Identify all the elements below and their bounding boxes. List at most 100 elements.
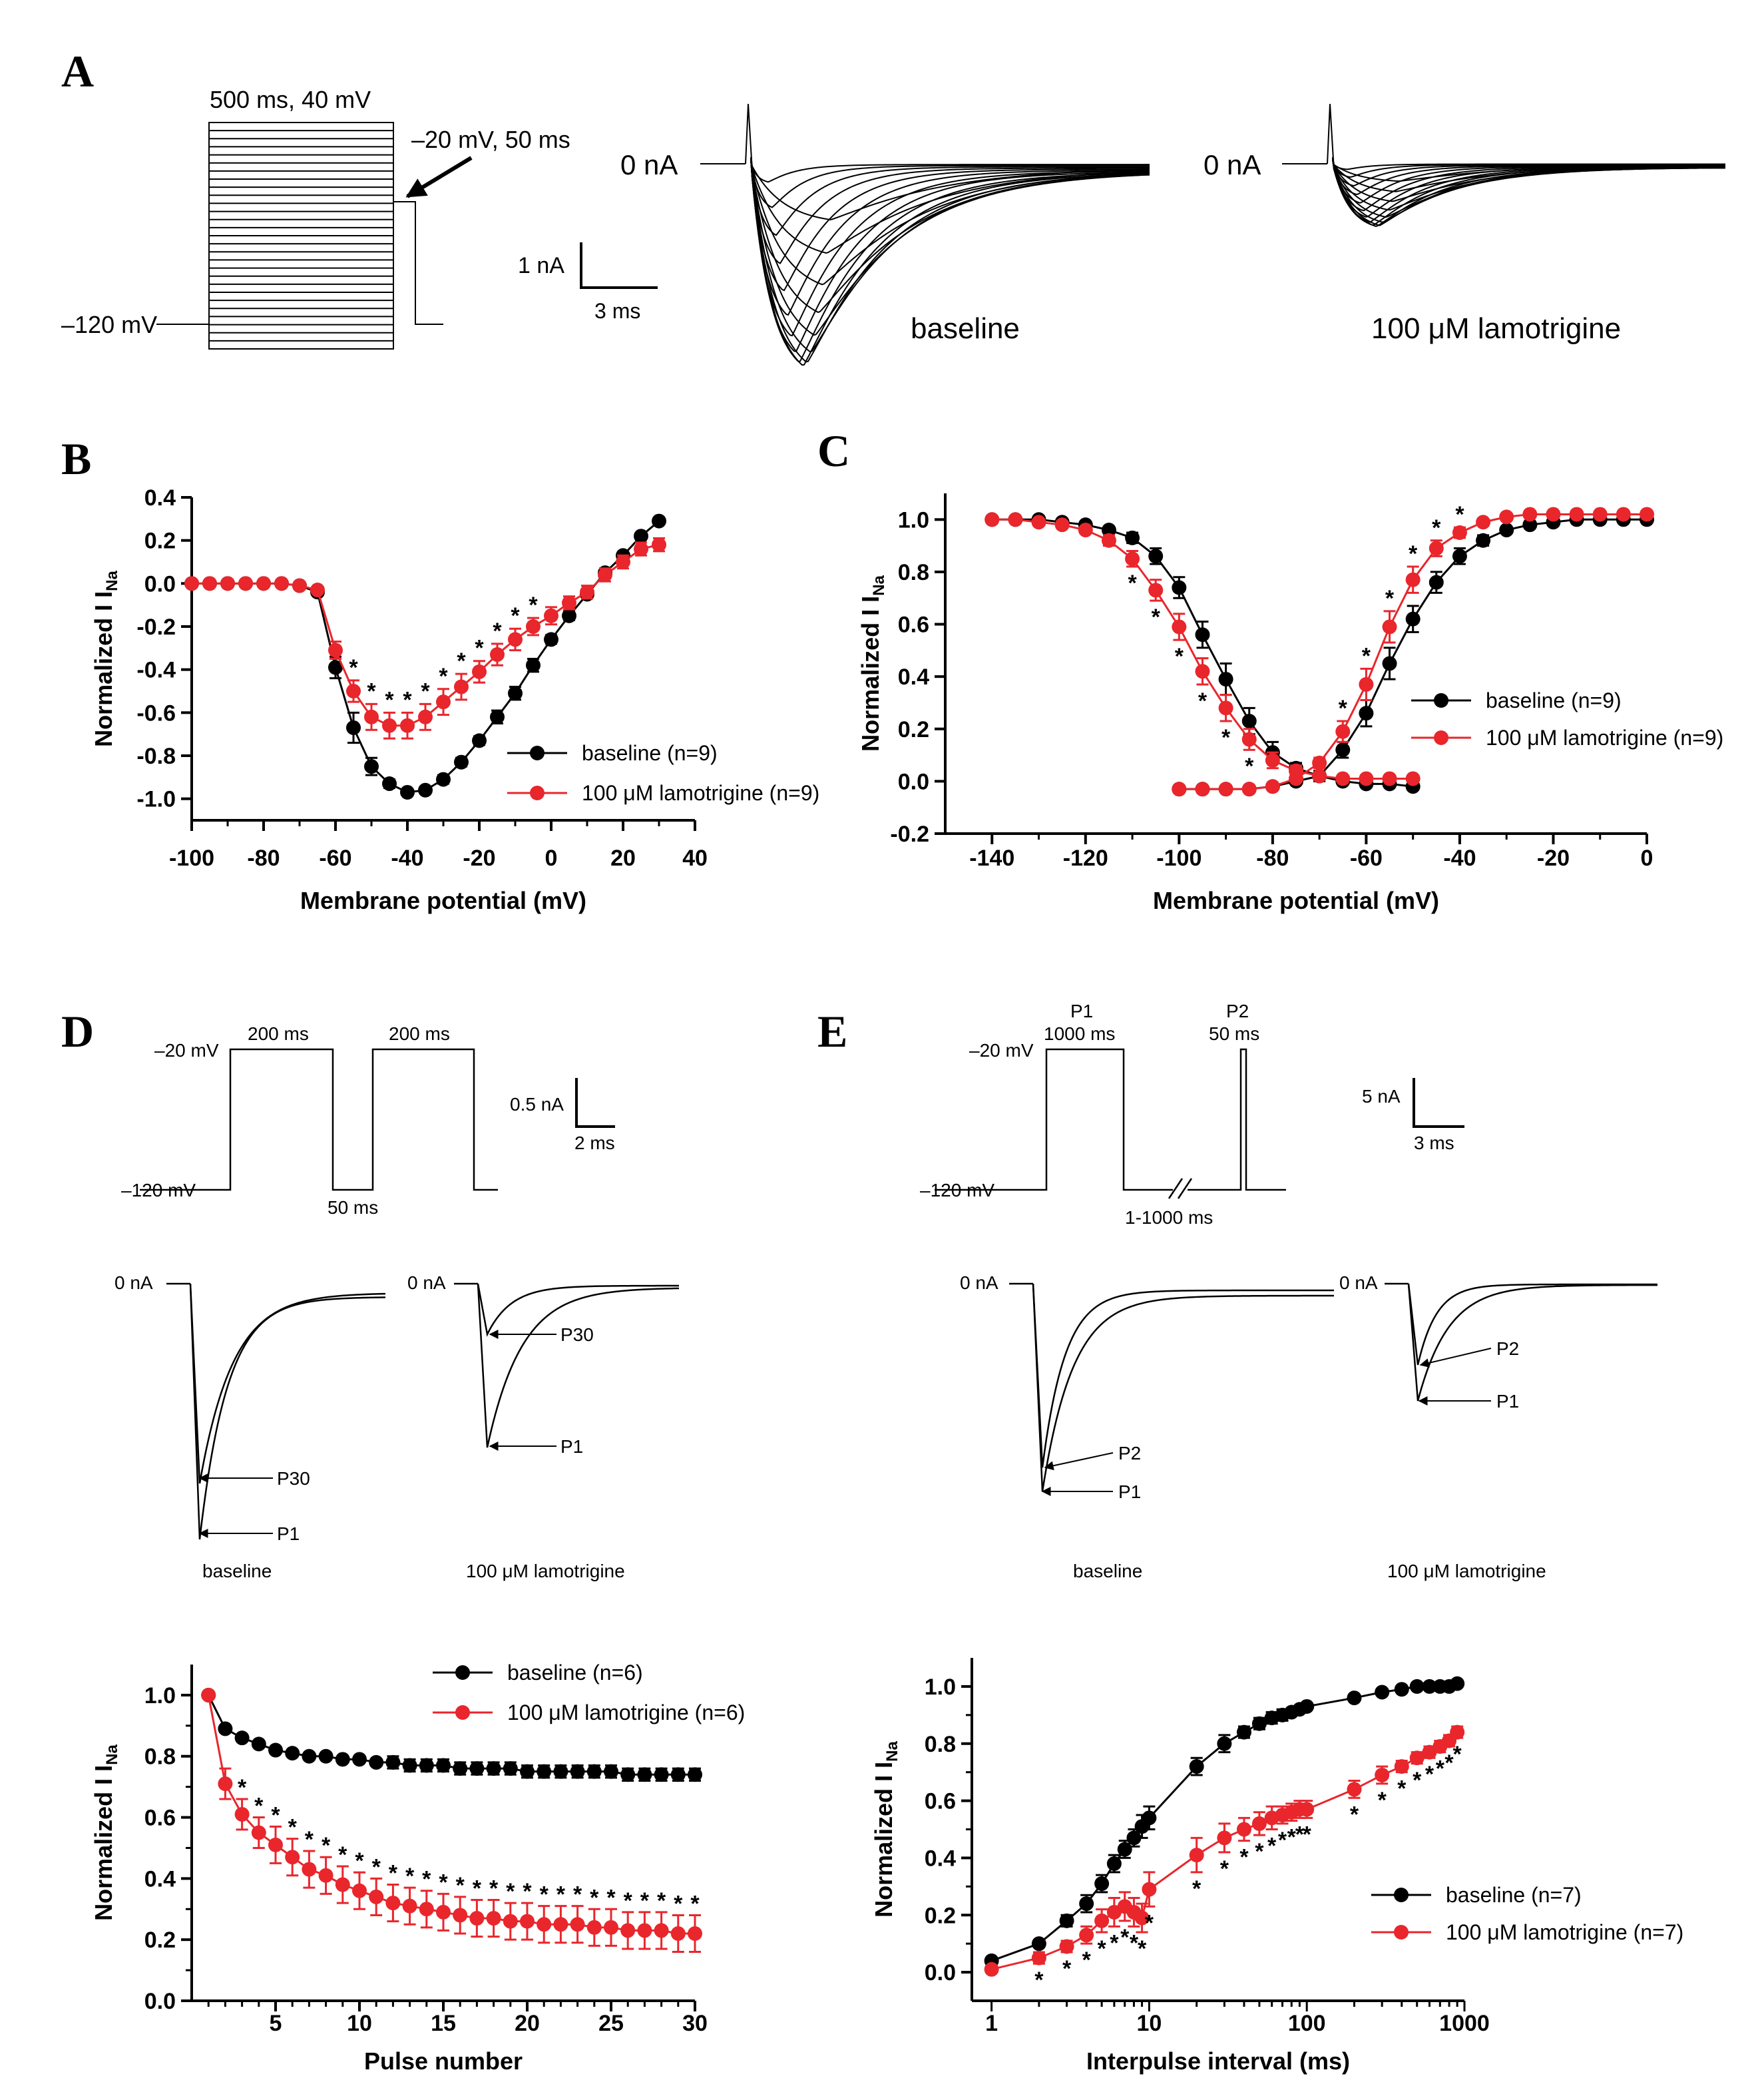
data-point xyxy=(1347,1782,1362,1797)
axes xyxy=(944,493,1647,835)
data-point xyxy=(1078,523,1093,538)
significance-star: * xyxy=(493,619,502,644)
x-tick-label: 0 xyxy=(1641,846,1653,871)
significance-star: * xyxy=(1082,1948,1092,1973)
panel-d-gap-label: 50 ms xyxy=(328,1197,378,1218)
data-point xyxy=(1335,742,1351,758)
significance-star: * xyxy=(1455,502,1464,527)
panel-e-zero-label-drug: 0 nA xyxy=(1339,1272,1378,1293)
y-axis-title-sub: Na xyxy=(103,570,121,591)
y-axis-title: Normalized I INa xyxy=(90,570,121,746)
y-tick-label: -1.0 xyxy=(136,787,176,812)
significance-star: * xyxy=(271,1802,280,1828)
panel-d-scale-y-label: 0.5 nA xyxy=(510,1094,564,1115)
panel-a-baseline-trace xyxy=(750,158,1150,363)
data-point xyxy=(1236,1724,1251,1740)
y-tick-label: 0.2 xyxy=(144,529,176,554)
data-point xyxy=(490,709,505,724)
significance-star: * xyxy=(1192,1876,1202,1902)
data-point xyxy=(201,1687,216,1703)
significance-star: * xyxy=(489,1876,499,1902)
data-point xyxy=(1546,507,1561,522)
x-axis-title: Membrane potential (mV) xyxy=(300,887,586,914)
panel-e-p2-label-drug: P2 xyxy=(1496,1338,1519,1359)
data-point xyxy=(654,1767,669,1782)
significance-star: * xyxy=(405,1864,415,1889)
panel-e-high-label: –20 mV xyxy=(969,1040,1034,1061)
axes xyxy=(971,1658,1464,2002)
x-tick-label: 10 xyxy=(347,2011,372,2036)
panel-d-low-label: –120 mV xyxy=(121,1180,196,1200)
data-point xyxy=(1079,1896,1094,1912)
significance-star: * xyxy=(305,1827,314,1852)
y-tick-label: 0.8 xyxy=(898,560,929,585)
panel-a-baseline-label: baseline xyxy=(911,312,1020,345)
data-point xyxy=(1059,1913,1074,1928)
data-point xyxy=(1335,724,1351,739)
panel-a-baseline-trace xyxy=(750,159,1150,316)
data-point xyxy=(1218,700,1233,716)
y-axis-title-main: Normalized I I xyxy=(857,596,884,752)
data-point xyxy=(670,1926,686,1941)
data-point xyxy=(1312,768,1327,784)
data-point xyxy=(1569,507,1584,522)
data-point xyxy=(1189,1759,1204,1774)
data-point xyxy=(1059,1939,1074,1954)
data-point xyxy=(1217,1830,1232,1846)
data-point xyxy=(1409,1750,1425,1766)
y-tick-label: 0.0 xyxy=(144,1989,176,2014)
data-point xyxy=(1299,1802,1315,1817)
data-point xyxy=(586,1920,602,1935)
panel-letter-b: B xyxy=(61,433,91,484)
data-point xyxy=(562,595,576,611)
panel-e-p2-duration: 50 ms xyxy=(1209,1023,1259,1044)
significance-star: * xyxy=(590,1885,599,1910)
data-point xyxy=(453,1761,468,1776)
significance-star: * xyxy=(1152,605,1161,630)
data-point xyxy=(985,512,1000,527)
significance-star: * xyxy=(1287,1825,1297,1850)
data-point xyxy=(562,608,576,623)
significance-star: * xyxy=(640,1888,650,1914)
significance-star: * xyxy=(1120,1925,1130,1950)
data-point xyxy=(352,1883,367,1898)
panel-a-baseline-trace xyxy=(750,159,1150,337)
y-axis-title: Normalized I INa xyxy=(870,1740,901,1917)
data-point xyxy=(1335,771,1351,786)
y-tick-label: 0.0 xyxy=(144,571,176,597)
data-point xyxy=(472,664,487,679)
data-point xyxy=(369,1889,384,1904)
significance-star: * xyxy=(540,1882,549,1908)
legend-label: 100 μM lamotrigine (n=9) xyxy=(582,781,819,805)
panel-a-baseline-trace xyxy=(750,158,1150,366)
panel-d-p1-label-baseline: P1 xyxy=(277,1523,300,1544)
data-point xyxy=(318,1748,333,1764)
data-point xyxy=(1592,507,1608,522)
x-tick-label: -100 xyxy=(1156,846,1202,871)
significance-star: * xyxy=(372,1854,381,1880)
legend-marker xyxy=(1394,1925,1409,1940)
data-point xyxy=(503,1914,518,1929)
panel-a-drug-capacitive xyxy=(1327,103,1335,171)
data-point xyxy=(508,686,523,701)
significance-star: * xyxy=(1130,1930,1139,1956)
panel-d-protocol xyxy=(140,1048,498,1191)
panel-d-zero-label-baseline: 0 nA xyxy=(114,1272,153,1293)
significance-star: * xyxy=(506,1879,515,1904)
data-point xyxy=(526,619,541,634)
significance-star: * xyxy=(1034,1968,1044,1993)
panel-e-zero-label-baseline: 0 nA xyxy=(960,1272,998,1293)
data-point xyxy=(1347,1691,1362,1706)
data-point xyxy=(537,1764,552,1779)
data-point xyxy=(553,1917,568,1932)
x-tick-label: -140 xyxy=(969,846,1014,871)
data-point xyxy=(503,1761,518,1776)
data-point xyxy=(544,632,558,647)
data-point xyxy=(1428,575,1444,590)
legend-label: baseline (n=6) xyxy=(507,1661,643,1685)
x-tick-label: -80 xyxy=(247,846,280,871)
data-point xyxy=(1148,583,1164,598)
data-point xyxy=(382,776,397,792)
panel-e-p2-title: P2 xyxy=(1226,1001,1249,1021)
y-tick-label: 0.4 xyxy=(925,1846,956,1871)
